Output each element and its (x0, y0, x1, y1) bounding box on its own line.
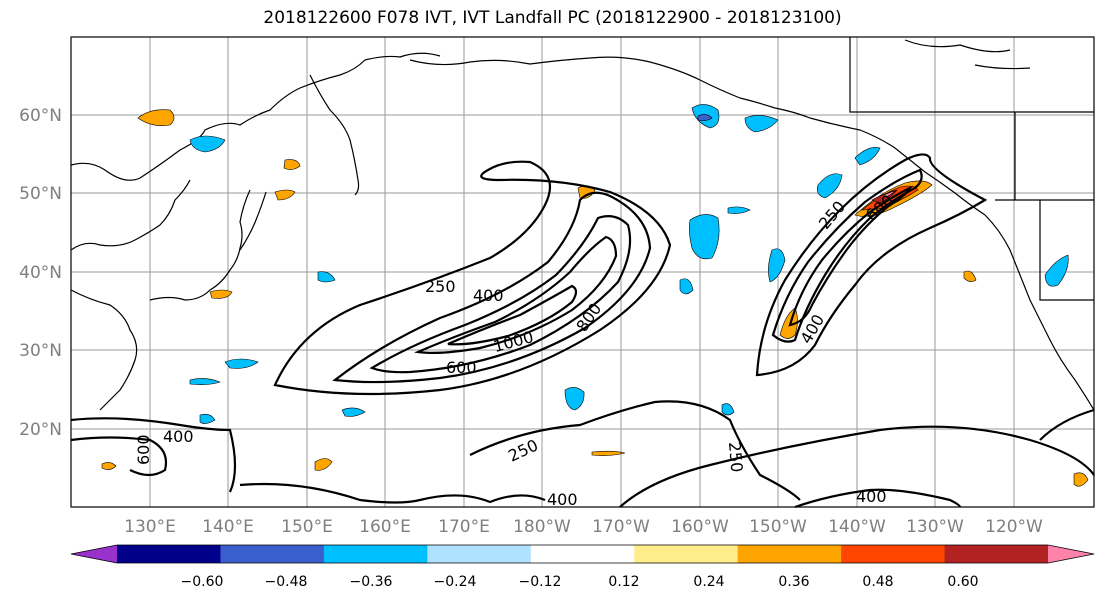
lon-label: 140°E (202, 517, 254, 537)
colorbar-segment (737, 545, 842, 563)
lon-label: 140°W (828, 517, 886, 537)
colorbar-segment (530, 545, 635, 563)
colorbar-ticks: −0.60 −0.48 −0.36 −0.24 −0.12 0.12 0.24 … (181, 574, 979, 590)
colorbar-extend-low (71, 545, 117, 563)
lat-label: 60°N (19, 106, 62, 126)
colorbar-tick-label: −0.36 (350, 574, 393, 590)
contour-label: 250 (725, 441, 747, 473)
latitude-labels: 20°N 30°N 40°N 50°N 60°N (19, 106, 62, 440)
contour-label: 600 (446, 358, 477, 377)
colorbar-tick-label: −0.48 (265, 574, 308, 590)
colorbar (70, 544, 1095, 564)
lon-label: 150°E (281, 517, 333, 537)
colorbar-tick-label: 0.36 (778, 574, 809, 590)
colorbar-tick-label: 0.48 (862, 574, 893, 590)
lon-label: 160°W (671, 517, 729, 537)
colorbar-segment (220, 545, 325, 563)
lon-label: 170°W (592, 517, 650, 537)
contour-label: 600 (134, 434, 153, 465)
colorbar-tick-label: −0.24 (434, 574, 477, 590)
lon-label: 160°E (359, 517, 411, 537)
map-frame (70, 36, 1095, 508)
lon-label: 130°E (124, 517, 176, 537)
lat-label: 30°N (19, 341, 62, 361)
lon-label: 170°E (438, 517, 490, 537)
contour-label: 400 (163, 427, 194, 446)
lon-label: 150°W (749, 517, 807, 537)
colorbar-segment (323, 545, 428, 563)
chart-title: 2018122600 F078 IVT, IVT Landfall PC (20… (263, 8, 842, 28)
colorbar-outline (70, 544, 1095, 564)
lon-label: 130°W (906, 517, 964, 537)
colorbar-segment (427, 545, 532, 563)
lat-label: 20°N (19, 420, 62, 440)
lon-label: 180°W (513, 517, 571, 537)
longitude-labels: 130°E 140°E 150°E 160°E 170°E 180°W 170°… (124, 517, 1043, 537)
colorbar-extend-high (1048, 545, 1094, 563)
contour-label: 400 (547, 490, 578, 509)
colorbar-tick-label: −0.12 (519, 574, 562, 590)
lon-label: 120°W (985, 517, 1043, 537)
lat-label: 50°N (19, 184, 62, 204)
colorbar-tick-label: −0.60 (181, 574, 224, 590)
colorbar-tick-label: 0.60 (947, 574, 978, 590)
contour-label: 400 (856, 487, 887, 506)
colorbar-tick-label: 0.12 (608, 574, 639, 590)
coastlines (70, 37, 1095, 411)
contour-label: 400 (473, 286, 504, 305)
colorbar-tick-label: 0.24 (693, 574, 724, 590)
contour-label: 250 (425, 277, 456, 296)
ivt-contours (70, 153, 1095, 509)
lat-label: 40°N (19, 263, 62, 283)
colorbar-segment (944, 545, 1049, 563)
colorbar-segment (841, 545, 946, 563)
colorbar-segment (117, 545, 221, 563)
colorbar-segment (634, 545, 739, 563)
